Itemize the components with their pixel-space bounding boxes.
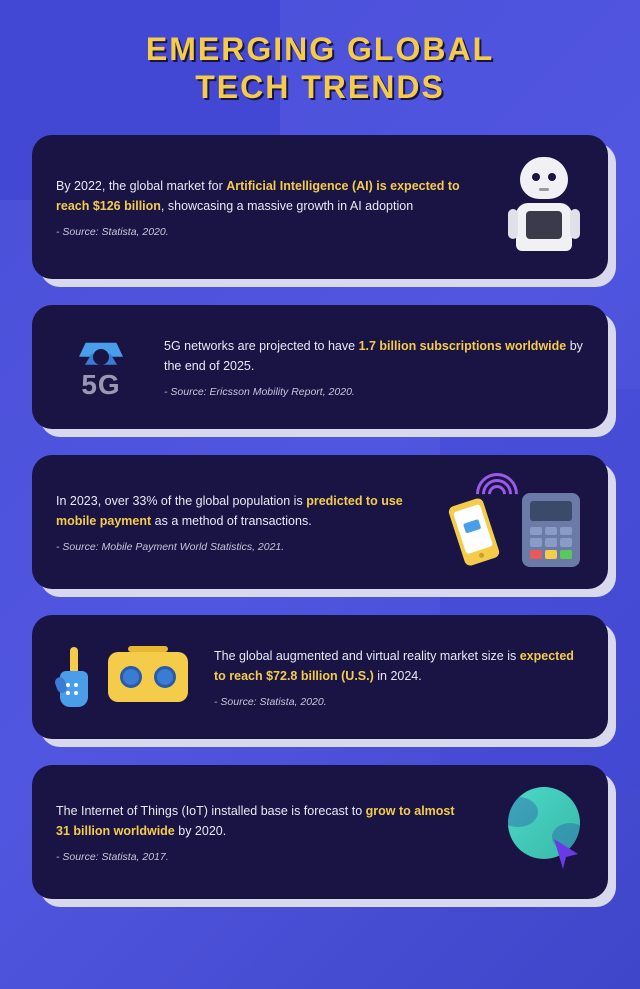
card-payment: In 2023, over 33% of the global populati… [32,455,608,589]
card-payment-body: In 2023, over 33% of the global populati… [56,491,426,531]
globe-icon [484,787,584,877]
payment-icon [444,477,584,567]
card-arvr-source: - Source: Statista, 2020. [214,696,584,708]
card-iot: The Internet of Things (IoT) installed b… [32,765,608,899]
card-ai: By 2022, the global market for Artificia… [32,135,608,279]
infographic-container: EMERGING GLOBAL TECH TRENDS By 2022, the… [0,0,640,929]
page-title: EMERGING GLOBAL TECH TRENDS [32,30,608,107]
card-ai-source: - Source: Statista, 2020. [56,226,486,238]
cursor-icon [548,836,584,877]
robot-icon [504,157,584,257]
card-payment-source: - Source: Mobile Payment World Statistic… [56,541,426,553]
title-line-2: TECH TRENDS [195,69,445,105]
title-line-1: EMERGING GLOBAL [146,31,494,67]
card-iot-body: The Internet of Things (IoT) installed b… [56,801,466,841]
fiveg-icon: 5G [56,333,146,401]
vr-icon [56,647,196,707]
card-arvr: The global augmented and virtual reality… [32,615,608,739]
card-5g: 5G 5G networks are projected to have 1.7… [32,305,608,429]
card-5g-source: - Source: Ericsson Mobility Report, 2020… [164,386,584,398]
fiveg-label: 5G [56,369,146,401]
card-iot-source: - Source: Statista, 2017. [56,851,466,863]
card-ai-body: By 2022, the global market for Artificia… [56,176,486,216]
card-5g-body: 5G networks are projected to have 1.7 bi… [164,336,584,376]
card-arvr-body: The global augmented and virtual reality… [214,646,584,686]
